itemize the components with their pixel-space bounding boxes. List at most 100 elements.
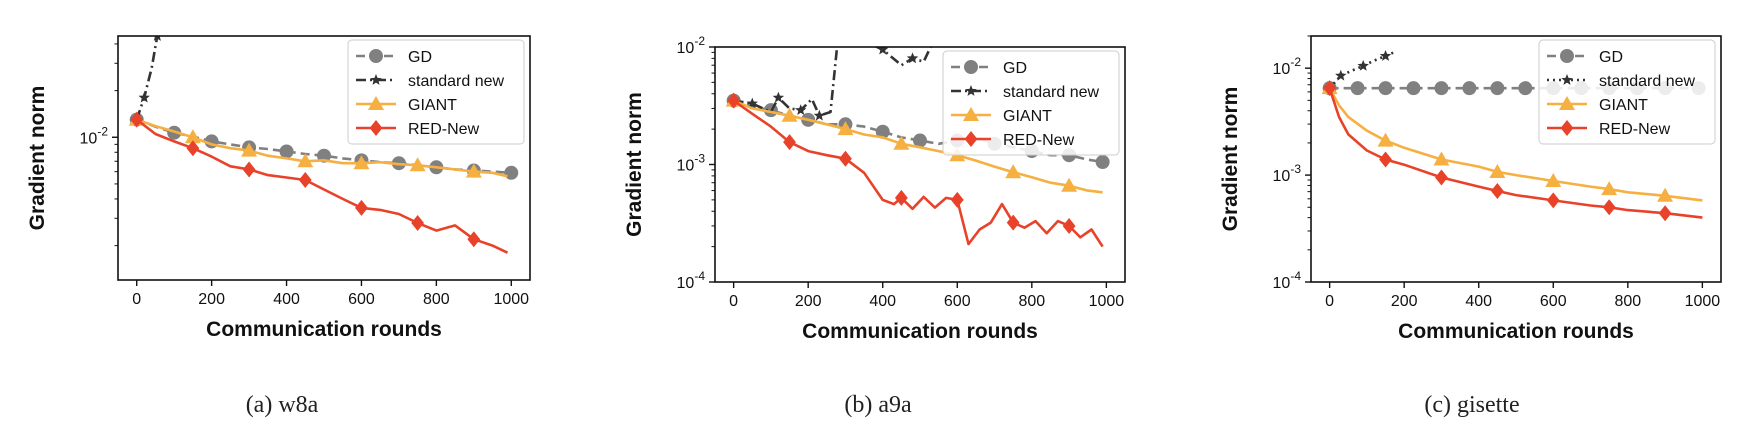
y-tick-label: 10-2 [80, 124, 109, 147]
x-tick-label: 600 [944, 293, 971, 310]
data-point [242, 161, 256, 178]
data-point [1489, 163, 1506, 178]
data-point [184, 129, 201, 144]
series-line-standard-new [135, 36, 159, 121]
data-point [279, 144, 294, 159]
x-tick-label: 0 [729, 293, 738, 310]
data-point [913, 133, 927, 148]
data-point [153, 36, 161, 41]
legend-marker [964, 60, 978, 74]
data-point [1462, 81, 1477, 96]
legend-label: GD [1003, 60, 1027, 77]
x-tick-label: 200 [198, 291, 225, 308]
chart-1: 0 200 400 600 800 1000 10-4 10-3 10-2 Communicati… [623, 32, 1126, 343]
x-tick-label: 800 [1614, 293, 1641, 310]
legend: GD standard new GIANT RED-New [942, 50, 1120, 156]
data-point [186, 140, 200, 157]
legend-marker [965, 85, 977, 96]
data-point [1658, 205, 1672, 222]
data-point [772, 91, 785, 103]
data-point [929, 32, 940, 43]
x-axis-label: Communication rounds [206, 318, 442, 341]
legend-label: GD [408, 49, 432, 66]
data-point [1433, 151, 1450, 166]
legend-marker [1561, 74, 1573, 85]
data-point [138, 91, 150, 103]
x-tick-label: 400 [869, 293, 896, 310]
x-tick-label: 200 [1391, 293, 1418, 310]
x-tick-label: 1000 [493, 291, 529, 308]
data-point [1601, 181, 1618, 196]
legend-box [347, 39, 525, 145]
series-line-standard-new [733, 47, 932, 117]
data-point [813, 109, 826, 121]
legend-box [1538, 39, 1716, 145]
data-point [411, 214, 425, 231]
x-tick-label: 400 [273, 291, 300, 308]
caption-c: (c) gisette [1424, 392, 1520, 418]
data-point [1006, 214, 1020, 231]
data-point [851, 36, 862, 47]
legend-label: standard new [1599, 73, 1696, 90]
chart-2: 0 200 400 600 800 1000 10-4 10-3 10-2 Communicati… [1219, 35, 1722, 343]
data-point [894, 189, 908, 206]
y-axis-label: Gradient norm [26, 86, 49, 231]
data-point [465, 163, 482, 178]
data-point [746, 97, 758, 109]
data-point [1545, 173, 1562, 188]
data-point [893, 135, 910, 150]
legend-label: RED-New [1003, 132, 1075, 149]
y-tick-label: 10-3 [1273, 162, 1302, 185]
y-axis-label: Gradient norm [623, 92, 646, 237]
legend-label: GIANT [1003, 108, 1052, 125]
data-point [832, 32, 843, 43]
x-tick-label: 800 [1018, 293, 1045, 310]
data-point [1378, 81, 1393, 96]
data-point [1546, 192, 1560, 209]
data-point [906, 52, 919, 64]
data-point [1005, 164, 1022, 179]
data-point [1379, 50, 1392, 61]
series-line-red-new [1328, 87, 1703, 219]
data-point [781, 107, 798, 122]
series-line-giant [1328, 87, 1703, 202]
data-point [298, 172, 312, 189]
legend-label: GIANT [1599, 97, 1648, 114]
caption-b: (b) a9a [844, 392, 912, 418]
chart-0: 0 200 400 600 800 1000 10-2 Communication round… [26, 35, 531, 341]
data-point [353, 155, 370, 170]
legend-marker [369, 49, 383, 63]
legend-label: RED-New [408, 121, 480, 138]
data-point [504, 165, 519, 180]
x-axis-label: Communication rounds [1398, 320, 1634, 343]
y-tick-label: 10-2 [1273, 55, 1302, 78]
data-point [355, 199, 368, 216]
x-tick-label: 0 [132, 291, 141, 308]
legend-marker [369, 120, 383, 136]
data-point [1657, 187, 1674, 202]
data-point [727, 92, 741, 109]
y-tick-label: 10-3 [677, 152, 706, 175]
legend-marker [964, 131, 978, 147]
data-point [837, 121, 854, 136]
data-point [839, 150, 852, 167]
data-point [467, 231, 481, 248]
data-point [1435, 169, 1448, 186]
legend-marker [1559, 96, 1575, 110]
data-point [297, 153, 314, 168]
data-point [1379, 151, 1392, 168]
legend: GD standard new GIANT RED-New [1538, 39, 1716, 145]
legend-marker [368, 96, 384, 110]
y-tick-label: 10-4 [677, 269, 706, 292]
data-point [1357, 59, 1369, 71]
legend-label: GIANT [408, 97, 457, 114]
data-point [317, 148, 331, 163]
y-tick-label: 10-4 [1273, 269, 1302, 292]
data-point [1518, 81, 1533, 96]
legend-marker [370, 74, 382, 85]
data-point [409, 157, 426, 172]
x-tick-label: 0 [1325, 293, 1334, 310]
data-point [877, 47, 889, 55]
series-line-red-new [732, 99, 1104, 248]
y-axis-label: Gradient norm [1219, 87, 1242, 232]
